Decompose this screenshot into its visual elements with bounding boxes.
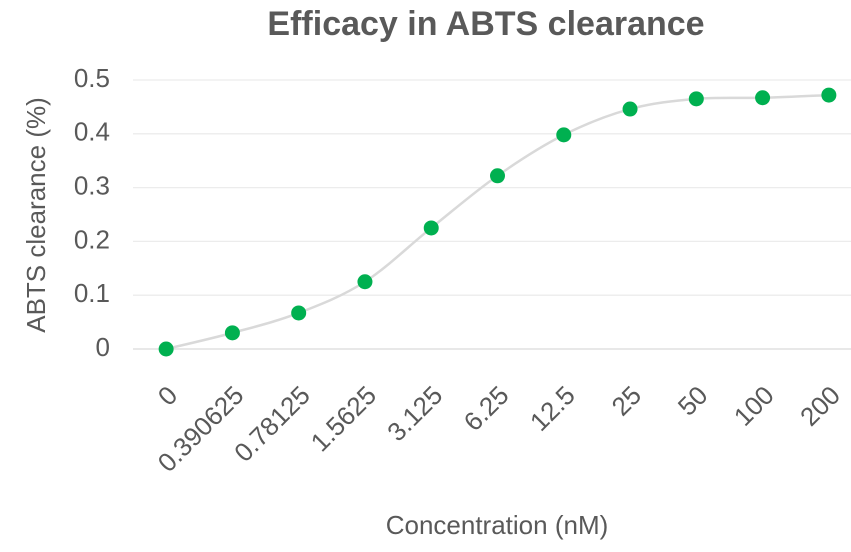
x-axis-title: Concentration (nM) bbox=[386, 510, 609, 540]
y-tick-label: 0.5 bbox=[74, 63, 110, 93]
x-tick-label: 25 bbox=[605, 380, 647, 422]
marker bbox=[490, 168, 505, 184]
y-tick-label: 0.3 bbox=[74, 170, 110, 200]
marker bbox=[158, 341, 174, 357]
x-tick-label: 200 bbox=[794, 380, 846, 432]
x-tick-label: 100 bbox=[728, 380, 780, 432]
x-tick-label: 50 bbox=[672, 380, 714, 422]
x-tick-label: 3.125 bbox=[381, 380, 448, 447]
marker bbox=[357, 274, 373, 290]
x-tick-label: 12.5 bbox=[524, 380, 581, 437]
marker bbox=[688, 91, 704, 107]
marker bbox=[622, 101, 638, 117]
y-axis-title: ABTS clearance (%) bbox=[21, 97, 51, 333]
marker bbox=[291, 305, 307, 321]
x-tick-label: 1.5625 bbox=[305, 380, 382, 457]
chart-title: Efficacy in ABTS clearance bbox=[267, 5, 704, 43]
marker bbox=[556, 127, 572, 143]
x-tick-label: 6.25 bbox=[458, 380, 515, 437]
y-tick-label: 0.1 bbox=[74, 278, 110, 308]
marker bbox=[224, 325, 240, 341]
x-tick-label: 0 bbox=[152, 380, 183, 411]
y-tick-label: 0.4 bbox=[74, 117, 110, 147]
y-tick-label: 0.2 bbox=[74, 224, 110, 254]
y-tick-label: 0 bbox=[96, 332, 110, 362]
marker bbox=[423, 220, 439, 236]
marker bbox=[821, 87, 837, 103]
marker bbox=[755, 90, 771, 106]
